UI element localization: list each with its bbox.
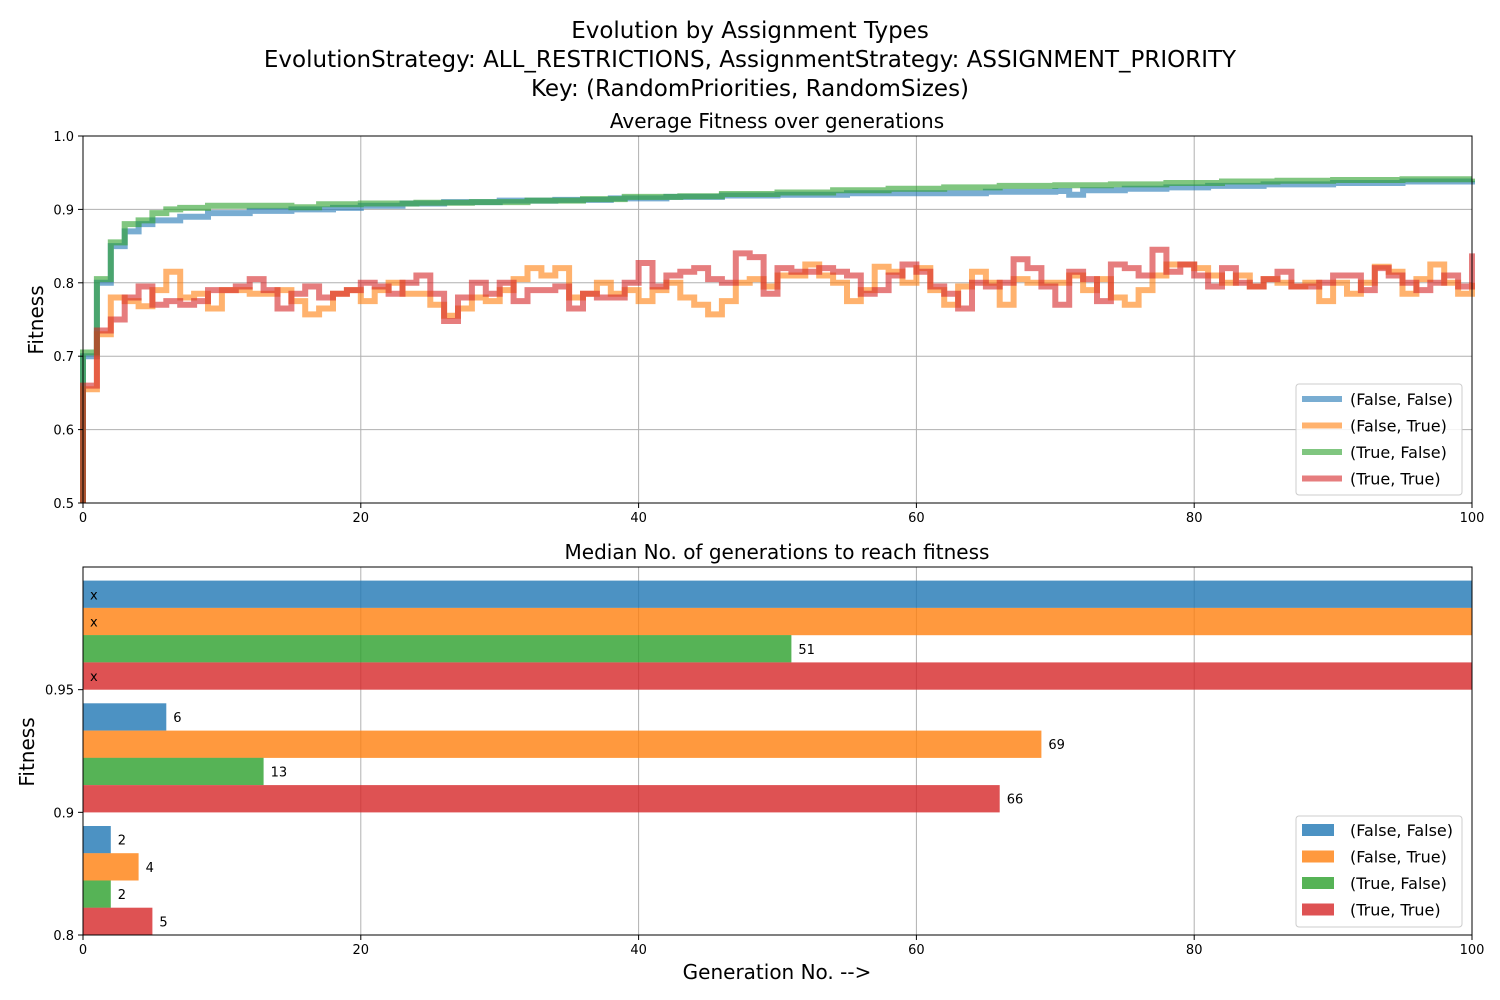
bottom-legend-swatch-true-true [1302, 903, 1334, 916]
series-line-true-false [80, 176, 1475, 503]
top-chart-title: Average Fitness over generations [610, 109, 944, 133]
bar-true-true-0-8 [83, 907, 153, 935]
bar-label-true-false-0-95: 51 [798, 643, 815, 658]
bottom-legend-swatch-true-false [1302, 877, 1334, 889]
top-x-tick-label: 40 [630, 511, 647, 526]
figure-xlabel: Generation No. --> [683, 960, 872, 984]
bar-false-false-0-9 [83, 703, 167, 731]
average-fitness-chart: Average Fitness over generations Fitness… [24, 109, 1484, 526]
bar-true-true-0-95 [83, 662, 1472, 690]
top-x-tick-label: 60 [908, 511, 925, 526]
bottom-y-tick-label: 0.8 [53, 929, 74, 944]
bar-label-false-true-0-9: 69 [1048, 738, 1065, 753]
bottom-legend-swatch-false-true [1302, 850, 1334, 863]
top-chart-legend: (False, False) (False, True) (True, False)… [1295, 383, 1463, 496]
top-legend-label-true-true: (True, True) [1350, 470, 1441, 489]
bar-label-false-true-0-95: x [90, 616, 98, 631]
bottom-chart-legend: (False, False) (False, True) (True, False)… [1295, 815, 1463, 928]
bottom-legend-swatch-false-false [1302, 824, 1334, 836]
top-y-tick-label: 0.9 [53, 203, 74, 218]
suptitle-line-1: Evolution by Assignment Types [571, 18, 929, 44]
top-legend-box [1295, 383, 1463, 496]
bar-label-true-false-0-9: 13 [271, 765, 288, 780]
bar-label-true-true-0-8: 5 [159, 915, 167, 930]
bottom-chart-ticks: 0 20 40 60 80 100 0.8 0.9 0.95 [45, 684, 1484, 958]
top-y-tick-label: 0.5 [53, 497, 74, 512]
top-legend-label-false-true: (False, True) [1350, 417, 1447, 436]
bar-false-true-0-95 [83, 607, 1472, 636]
bottom-legend-box [1295, 815, 1463, 928]
bar-label-true-false-0-8: 2 [118, 888, 126, 903]
bar-label-false-false-0-9: 6 [173, 711, 181, 726]
bar-label-false-false-0-95: x [90, 588, 98, 603]
bottom-x-tick-label: 100 [1460, 943, 1485, 958]
bottom-y-tick-label: 0.9 [53, 806, 74, 821]
bottom-legend-label-true-true: (True, True) [1350, 901, 1441, 920]
bar-label-false-false-0-8: 2 [118, 834, 126, 849]
bar-label-true-true-0-95: x [90, 670, 98, 685]
suptitle-line-3: Key: (RandomPriorities, RandomSizes) [531, 76, 969, 102]
bottom-x-tick-label: 20 [353, 943, 370, 958]
bar-false-false-0-95 [83, 580, 1472, 608]
top-x-tick-label: 100 [1460, 511, 1485, 526]
bottom-x-tick-label: 0 [79, 943, 87, 958]
top-y-tick-label: 1.0 [53, 130, 74, 145]
bottom-x-tick-label: 40 [630, 943, 647, 958]
top-x-tick-label: 0 [79, 511, 87, 526]
bar-true-false-0-8 [83, 880, 111, 908]
top-chart-series [80, 176, 1475, 503]
bar-label-true-true-0-9: 66 [1007, 793, 1024, 808]
series-line-true-true [80, 246, 1475, 503]
bar-label-false-true-0-8: 4 [146, 861, 154, 876]
top-y-tick-label: 0.8 [53, 277, 74, 292]
top-chart-ticks: 0 20 40 60 80 100 0.5 0.6 0.7 0.8 0.9 1.0 [53, 130, 1484, 526]
bottom-chart-title: Median No. of generations to reach fitne… [565, 540, 990, 564]
top-chart-frame [82, 135, 1473, 504]
median-generations-chart: Median No. of generations to reach fitne… [15, 540, 1484, 958]
top-y-tick-label: 0.6 [53, 424, 74, 439]
top-legend-label-false-false: (False, False) [1350, 390, 1453, 409]
bar-false-true-0-9 [83, 730, 1042, 758]
bar-true-false-0-95 [83, 635, 792, 663]
top-x-tick-label: 20 [353, 511, 370, 526]
bottom-x-tick-label: 60 [908, 943, 925, 958]
top-chart-ylabel: Fitness [24, 285, 48, 354]
bottom-legend-label-false-false: (False, False) [1350, 821, 1453, 840]
bottom-legend-label-true-false: (True, False) [1350, 874, 1447, 893]
bottom-x-tick-label: 80 [1186, 943, 1203, 958]
bottom-chart-ylabel: Fitness [15, 717, 39, 786]
top-x-tick-label: 80 [1186, 511, 1203, 526]
suptitle-line-2: EvolutionStrategy: ALL_RESTRICTIONS, Ass… [264, 47, 1237, 73]
bar-true-true-0-9 [83, 785, 1000, 813]
top-legend-label-true-false: (True, False) [1350, 443, 1447, 462]
bar-false-true-0-8 [83, 853, 139, 881]
bottom-legend-label-false-true: (False, True) [1350, 848, 1447, 867]
bar-false-false-0-8 [83, 826, 111, 854]
bottom-chart-frame [82, 566, 1473, 936]
bottom-y-tick-label: 0.95 [45, 684, 74, 699]
bar-true-false-0-9 [83, 757, 264, 786]
top-y-tick-label: 0.7 [53, 350, 74, 365]
